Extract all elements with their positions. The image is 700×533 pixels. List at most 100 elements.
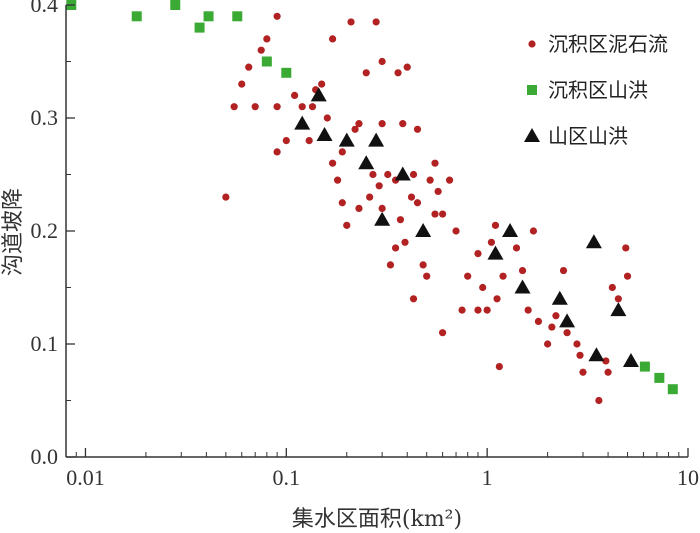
data-point-triangle bbox=[588, 347, 605, 362]
data-point-circle bbox=[378, 204, 386, 212]
data-point-square bbox=[667, 384, 678, 395]
data-point-triangle bbox=[487, 245, 504, 260]
data-point-triangle bbox=[622, 352, 639, 367]
x-axis-title: 集水区面积(km²) bbox=[292, 507, 462, 532]
legend-label: 沉积区山洪 bbox=[548, 78, 648, 102]
legend-item: 沉积区山洪 bbox=[527, 78, 648, 102]
data-point-square bbox=[261, 56, 272, 67]
data-point-circle bbox=[608, 283, 616, 292]
data-point-triangle bbox=[310, 87, 327, 102]
y-tick-label: 0.0 bbox=[31, 444, 59, 469]
data-point-circle bbox=[573, 340, 581, 348]
data-point-circle bbox=[399, 120, 407, 128]
data-point-circle bbox=[273, 103, 281, 111]
data-point-circle bbox=[431, 159, 439, 167]
data-point-circle bbox=[409, 170, 418, 179]
data-point-circle bbox=[245, 63, 253, 71]
data-point-circle bbox=[386, 261, 395, 269]
data-point-circle bbox=[366, 193, 374, 201]
data-point-triangle bbox=[338, 132, 355, 147]
data-point-circle bbox=[483, 306, 491, 314]
data-point-circle bbox=[351, 125, 359, 133]
data-point-triangle bbox=[514, 279, 531, 294]
legend-marker-square bbox=[527, 85, 537, 95]
data-point-circle bbox=[419, 261, 427, 269]
data-point-triangle bbox=[316, 126, 333, 141]
data-point-circle bbox=[604, 368, 612, 376]
data-point-circle bbox=[308, 103, 317, 111]
data-point-circle bbox=[623, 272, 632, 280]
series-triangle bbox=[294, 87, 639, 367]
data-point-circle bbox=[251, 103, 259, 111]
data-point-circle bbox=[318, 80, 326, 88]
data-point-circle bbox=[487, 238, 496, 246]
data-point-circle bbox=[576, 351, 584, 359]
data-point-circle bbox=[343, 221, 351, 229]
series-square bbox=[66, 0, 678, 395]
data-point-circle bbox=[291, 91, 299, 99]
data-point-circle bbox=[499, 272, 507, 280]
data-point-circle bbox=[372, 18, 380, 26]
data-point-circle bbox=[328, 35, 337, 43]
data-point-circle bbox=[298, 103, 306, 111]
data-point-circle bbox=[518, 266, 527, 275]
data-point-circle bbox=[384, 170, 392, 179]
data-point-square bbox=[281, 67, 292, 78]
data-point-circle bbox=[338, 199, 346, 207]
data-point-circle bbox=[423, 272, 431, 280]
data-point-square bbox=[639, 361, 650, 372]
data-point-circle bbox=[257, 46, 265, 54]
data-point-circle bbox=[614, 295, 622, 303]
data-point-square bbox=[194, 22, 205, 33]
data-point-circle bbox=[431, 210, 439, 218]
data-point-circle bbox=[378, 120, 386, 128]
data-point-triangle bbox=[294, 115, 311, 130]
x-tick-label: 1 bbox=[482, 465, 493, 490]
data-point-circle bbox=[458, 306, 466, 314]
data-point-circle bbox=[230, 103, 238, 111]
y-tick-label: 0.2 bbox=[31, 218, 59, 243]
legend-item: 沉积区泥石流 bbox=[528, 32, 668, 56]
data-point-circle bbox=[493, 295, 501, 303]
data-point-square bbox=[232, 11, 243, 22]
data-point-square bbox=[654, 372, 665, 383]
data-point-circle bbox=[595, 396, 603, 405]
data-point-circle bbox=[426, 176, 434, 184]
legend-label: 山区山洪 bbox=[548, 124, 628, 148]
legend-label: 沉积区泥石流 bbox=[548, 32, 668, 56]
series-circle bbox=[222, 12, 632, 405]
data-point-triangle bbox=[610, 302, 627, 317]
data-point-circle bbox=[347, 18, 355, 26]
data-point-circle bbox=[474, 306, 482, 314]
data-point-circle bbox=[409, 295, 418, 303]
data-point-circle bbox=[438, 329, 447, 337]
data-point-circle bbox=[434, 187, 442, 196]
data-point-circle bbox=[579, 368, 587, 376]
data-point-circle bbox=[305, 137, 313, 145]
data-point-triangle bbox=[415, 223, 432, 237]
data-point-circle bbox=[396, 216, 405, 224]
data-point-circle bbox=[413, 125, 422, 133]
legend-item: 山区山洪 bbox=[524, 124, 628, 148]
data-point-circle bbox=[563, 329, 571, 337]
data-point-circle bbox=[445, 176, 454, 184]
data-point-circle bbox=[355, 204, 363, 212]
x-tick-label: 0.01 bbox=[66, 465, 105, 490]
data-point-triangle bbox=[559, 313, 576, 328]
y-tick-label: 0.3 bbox=[31, 105, 59, 130]
data-point-circle bbox=[452, 227, 460, 235]
data-point-circle bbox=[369, 170, 377, 179]
data-point-circle bbox=[362, 69, 370, 77]
data-point-triangle bbox=[394, 166, 411, 181]
data-point-circle bbox=[323, 114, 331, 122]
data-point-circle bbox=[238, 80, 246, 88]
data-point-square bbox=[131, 11, 142, 22]
data-point-circle bbox=[413, 199, 422, 207]
data-point-circle bbox=[263, 35, 271, 43]
data-point-circle bbox=[438, 210, 447, 218]
data-point-circle bbox=[559, 266, 568, 275]
data-point-square bbox=[170, 0, 181, 10]
data-point-circle bbox=[355, 120, 363, 128]
data-point-triangle bbox=[585, 234, 602, 249]
